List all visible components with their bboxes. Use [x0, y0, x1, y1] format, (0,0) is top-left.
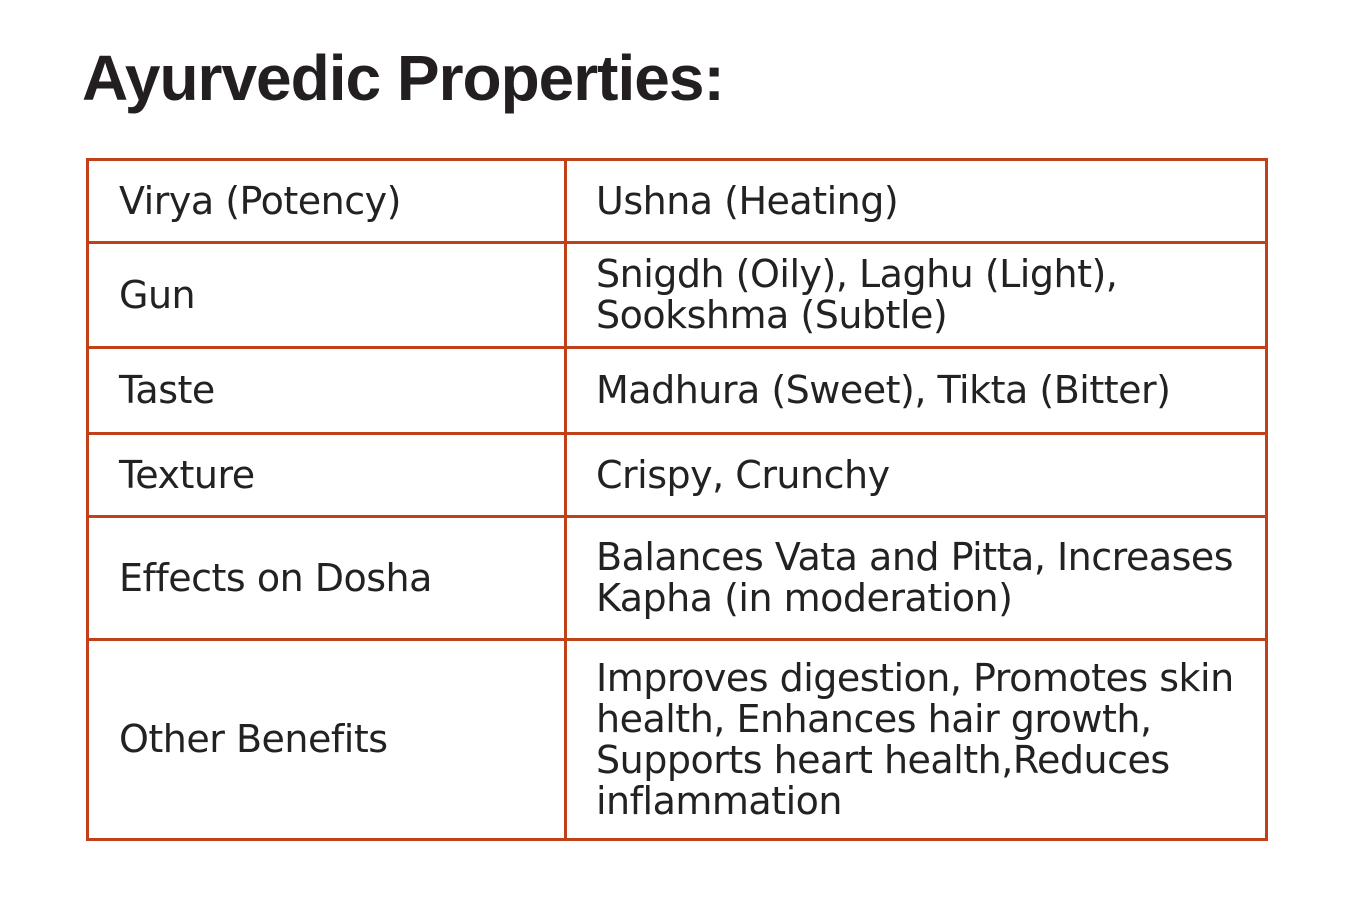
table-row: Texture Crispy, Crunchy	[86, 432, 1268, 518]
property-cell: Taste	[86, 346, 567, 435]
page-title: Ayurvedic Properties:	[82, 42, 725, 114]
value-cell: Ushna (Heating)	[564, 158, 1268, 244]
value-cell: Crispy, Crunchy	[564, 432, 1268, 518]
value-cell: Madhura (Sweet), Tikta (Bitter)	[564, 346, 1268, 435]
table-row: Taste Madhura (Sweet), Tikta (Bitter)	[86, 346, 1268, 435]
property-cell: Gun	[86, 241, 567, 349]
table-row: Gun Snigdh (Oily), Laghu (Light), Sooksh…	[86, 241, 1268, 349]
table-row: Effects on Dosha Balances Vata and Pitta…	[86, 515, 1268, 641]
value-cell: Snigdh (Oily), Laghu (Light), Sookshma (…	[564, 241, 1268, 349]
table-row: Other Benefits Improves digestion, Promo…	[86, 638, 1268, 841]
value-cell: Balances Vata and Pitta, Increases Kapha…	[564, 515, 1268, 641]
property-cell: Other Benefits	[86, 638, 567, 841]
value-cell: Improves digestion, Promotes skin health…	[564, 638, 1268, 841]
property-cell: Texture	[86, 432, 567, 518]
table-row: Virya (Potency) Ushna (Heating)	[86, 158, 1268, 244]
properties-table: Virya (Potency) Ushna (Heating) Gun Snig…	[86, 158, 1268, 841]
property-cell: Effects on Dosha	[86, 515, 567, 641]
property-cell: Virya (Potency)	[86, 158, 567, 244]
